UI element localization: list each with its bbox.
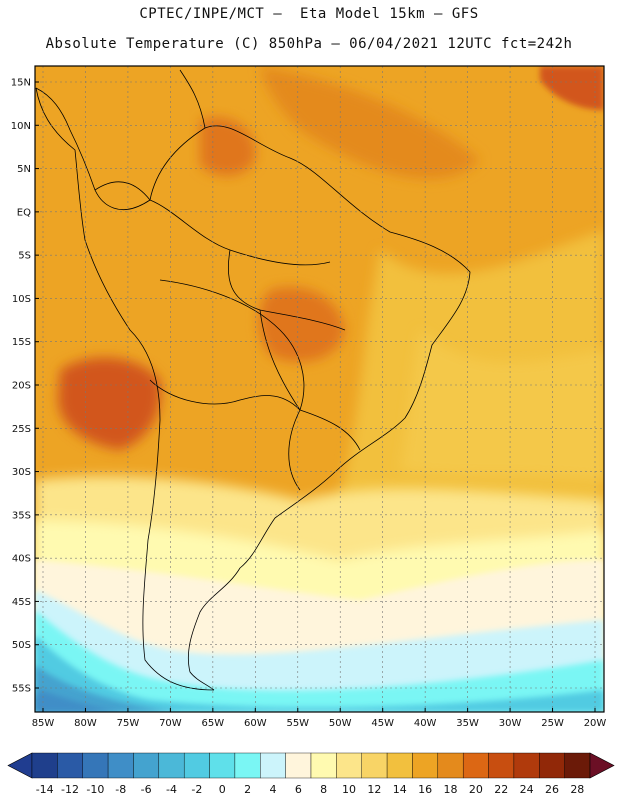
colorbar: [7, 752, 615, 779]
colorbar-tick-label: -8: [115, 783, 126, 796]
colorbar-swatch: [107, 752, 134, 779]
lon-label: 85W: [32, 718, 55, 729]
colorbar-swatch: [336, 752, 362, 779]
colorbar-tick-label: -6: [141, 783, 152, 796]
colorbar-tick-label: -10: [86, 783, 104, 796]
lon-label: 45W: [371, 718, 394, 729]
lon-label: 50W: [329, 718, 352, 729]
colorbar-tick-label: 28: [570, 783, 584, 796]
colorbar-swatch: [462, 752, 489, 779]
colorbar-swatch: [513, 752, 540, 779]
lon-label: 35W: [456, 718, 479, 729]
lat-label: EQ: [17, 207, 31, 218]
lon-label: 40W: [414, 718, 437, 729]
colorbar-tick-label: 18: [444, 783, 458, 796]
colorbar-swatch: [57, 752, 83, 779]
colorbar-tick-label: -4: [166, 783, 177, 796]
lon-label: 60W: [244, 718, 267, 729]
lon-label: 70W: [159, 718, 182, 729]
lon-label: 55W: [286, 718, 309, 729]
colorbar-tick-label: 8: [320, 783, 327, 796]
lon-label: 30W: [499, 718, 522, 729]
map-frame: [34, 65, 605, 713]
lon-label: 65W: [202, 718, 225, 729]
lat-label: 10N: [11, 121, 31, 132]
colorbar-swatch: [158, 752, 185, 779]
colorbar-swatch: [310, 752, 337, 779]
colorbar-tick-label: 2: [244, 783, 251, 796]
colorbar-swatch: [82, 752, 109, 779]
colorbar-swatch: [209, 752, 236, 779]
colorbar-swatch: [183, 752, 210, 779]
colorbar-tick-label: 0: [219, 783, 226, 796]
colorbar-under-triangle: [7, 752, 33, 779]
lon-label: 75W: [117, 718, 140, 729]
lat-label: 15S: [12, 337, 31, 348]
colorbar-tick-label: 22: [494, 783, 508, 796]
colorbar-swatch: [412, 752, 439, 779]
latitude-labels: 15N 10N 5N EQ 5S 10S 15S 20S 25S 30S 35S 40S 45S 50S 5…: [11, 78, 39, 695]
lat-label: 10S: [12, 294, 31, 305]
lat-label: 30S: [12, 467, 31, 478]
chart-title-line1: CPTEC/INPE/MCT – Eta Model 15km – GFS: [139, 6, 479, 22]
lat-label: 25S: [12, 424, 31, 435]
lon-label: 25W: [541, 718, 564, 729]
colorbar-tick-label: -12: [61, 783, 79, 796]
lat-label: 15N: [11, 78, 31, 89]
colorbar-tick-label: -14: [36, 783, 54, 796]
colorbar-swatch: [285, 752, 312, 779]
colorbar-over-triangle: [589, 752, 615, 779]
lat-label: 45S: [12, 597, 31, 608]
colorbar-tick-label: 12: [367, 783, 381, 796]
colorbar-swatch: [361, 752, 388, 779]
colorbar-tick-label: -2: [191, 783, 202, 796]
lat-label: 5N: [17, 164, 31, 175]
colorbar-tick-label: 24: [520, 783, 534, 796]
colorbar-tick-label: 20: [469, 783, 483, 796]
colorbar-swatch: [488, 752, 515, 779]
colorbar-tick-label: 4: [269, 783, 276, 796]
chart-title-line2: Absolute Temperature (C) 850hPa – 06/04/…: [45, 36, 573, 52]
lat-label: 5S: [18, 251, 31, 262]
colorbar-swatch: [386, 752, 413, 779]
coastlines: [35, 69, 471, 691]
colorbar-swatch: [133, 752, 160, 779]
colorbar-labels: -14 -12 -10 -8 -6 -4 -2 0 2 4 6 8 10 12 14 16 18 20 22 24 26…: [36, 783, 585, 796]
lat-label: 55S: [12, 684, 31, 695]
colorbar-tick-label: 14: [393, 783, 407, 796]
colorbar-swatch: [31, 752, 58, 779]
lat-label: 35S: [12, 510, 31, 521]
colorbar-tick-label: 16: [418, 783, 432, 796]
colorbar-swatch: [437, 752, 464, 779]
colorbar-tick-label: 6: [295, 783, 302, 796]
lon-label: 80W: [74, 718, 97, 729]
colorbar-swatch: [260, 752, 286, 779]
lon-label: 20W: [584, 718, 607, 729]
lat-label: 50S: [12, 640, 31, 651]
colorbar-swatch: [564, 752, 591, 779]
colorbar-tick-label: 10: [342, 783, 356, 796]
lat-label: 40S: [12, 554, 31, 565]
colorbar-swatch: [539, 752, 565, 779]
colorbar-swatch: [234, 752, 261, 779]
temperature-field: [35, 66, 604, 712]
lat-label: 20S: [12, 381, 31, 392]
colorbar-tick-label: 26: [545, 783, 559, 796]
longitude-labels: 85W 80W 75W 70W 65W 60W 55W 50W 45W 40W 35W 30W 25W 2…: [32, 708, 607, 729]
